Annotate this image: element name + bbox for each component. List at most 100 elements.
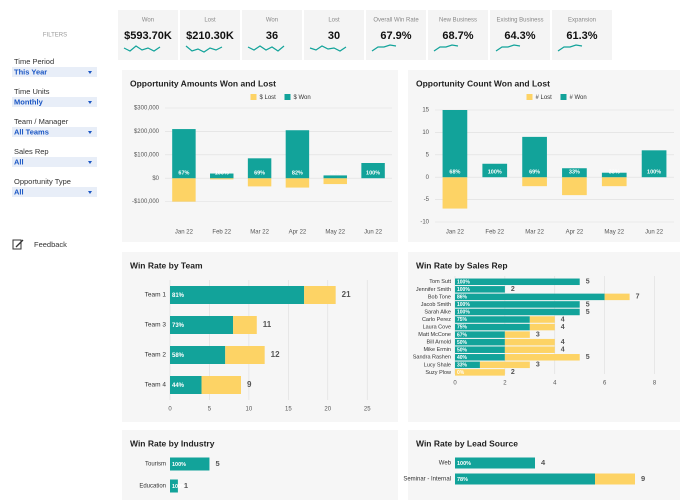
filter-value: This Year — [14, 67, 47, 76]
bar — [455, 286, 505, 293]
bar — [504, 331, 530, 338]
sparkline — [185, 45, 223, 53]
x-tick-label: May 22 — [604, 230, 624, 236]
filter-dropdown[interactable] — [12, 187, 97, 197]
filter-dropdown[interactable] — [12, 97, 97, 107]
y-tick-label: Seminar - Internal — [403, 477, 451, 483]
dropdown-arrow — [88, 101, 92, 104]
y-tick-label: 0 — [426, 175, 430, 181]
dropdown-arrow — [88, 71, 92, 74]
bar — [455, 331, 505, 338]
total-label: 5 — [215, 459, 219, 468]
filter-dropdown[interactable] — [12, 157, 97, 167]
bar — [455, 473, 595, 485]
total-label: 5 — [586, 301, 590, 308]
rate-label: 78% — [457, 477, 468, 483]
bar — [604, 293, 630, 301]
bar — [304, 286, 336, 304]
filter-label: Team / Manager — [14, 117, 69, 126]
rate-label: 50% — [457, 347, 468, 353]
x-tick-label: 4 — [553, 381, 557, 387]
kpi-label: Won — [142, 18, 154, 24]
total-label: 21 — [342, 290, 351, 299]
dropdown-arrow — [88, 191, 92, 194]
rate-label: 50% — [457, 340, 468, 346]
bar — [504, 346, 555, 353]
sparkline — [247, 45, 285, 52]
legend-label: $ Won — [294, 95, 311, 101]
legend-label: # Won — [570, 95, 587, 101]
bar — [170, 346, 226, 364]
filter-dropdown[interactable] — [12, 127, 97, 137]
feedback-link[interactable]: Feedback — [34, 240, 67, 249]
bar — [529, 323, 555, 331]
rate-label: 100% — [215, 171, 229, 177]
bar — [170, 376, 202, 394]
y-tick-label: $100,000 — [134, 152, 160, 158]
rate-label: 100% — [457, 302, 470, 308]
filter-label: Time Units — [14, 87, 50, 96]
y-tick-label: Tourism — [145, 462, 166, 468]
sparkline — [371, 44, 397, 52]
bar — [455, 301, 580, 308]
bar — [210, 173, 234, 179]
rate-label: 81% — [172, 293, 185, 299]
dropdown-arrow — [88, 131, 92, 134]
y-tick-label: Mike Ermin — [423, 347, 451, 353]
y-tick-label: Jennifer Smith — [416, 287, 451, 293]
kpi-label: Lost — [204, 18, 216, 24]
kpi-value: 36 — [266, 30, 278, 42]
bar — [504, 338, 555, 346]
bar — [455, 316, 530, 323]
chart-title: Win Rate by Industry — [130, 438, 215, 448]
x-tick-label: Jun 22 — [364, 230, 383, 236]
bar — [504, 354, 580, 361]
total-label: 4 — [561, 316, 565, 323]
x-tick-label: Feb 22 — [212, 230, 231, 236]
kpi-label: Expansion — [568, 18, 596, 24]
bar — [442, 110, 468, 178]
total-label: 5 — [586, 279, 590, 286]
rate-label: 100% — [647, 170, 661, 176]
legend-swatch — [284, 94, 291, 100]
kpi-card — [118, 10, 178, 60]
feedback-icon[interactable] — [12, 239, 22, 250]
rate-label: 33% — [457, 362, 468, 368]
filter-dropdown[interactable] — [12, 67, 97, 77]
bar — [285, 130, 310, 179]
total-label: 4 — [561, 347, 565, 354]
bar — [361, 163, 385, 179]
kpi-label: Won — [266, 18, 278, 24]
total-label: 2 — [511, 286, 515, 293]
bar — [482, 163, 508, 178]
y-tick-label: -$100,000 — [132, 199, 160, 205]
x-tick-label: Mar 22 — [525, 230, 544, 236]
y-tick-label: Team 3 — [145, 322, 167, 329]
legend-swatch — [560, 94, 567, 100]
legend-label: # Lost — [536, 95, 553, 101]
bar — [442, 177, 468, 209]
total-label: 4 — [561, 324, 565, 331]
x-tick-label: Apr 22 — [566, 230, 584, 236]
y-tick-label: Suzy Plow — [425, 370, 451, 376]
total-label: 9 — [247, 380, 252, 389]
x-tick-label: 15 — [285, 407, 292, 413]
total-label: 5 — [586, 309, 590, 316]
sparkline — [123, 45, 161, 52]
kpi-value: 68.7% — [442, 30, 473, 42]
rate-label: 73% — [172, 323, 185, 329]
rate-label: 100% — [457, 279, 470, 285]
bar — [233, 316, 257, 334]
bar — [479, 361, 530, 369]
rate-label: 86% — [457, 295, 468, 301]
rate-label: 82% — [292, 171, 303, 177]
legend-swatch — [526, 94, 533, 100]
kpi-value: 67.9% — [380, 30, 411, 42]
kpi-card — [180, 10, 240, 60]
bar — [172, 178, 196, 202]
bar — [455, 346, 505, 353]
kpi-card — [428, 10, 488, 60]
y-tick-label: Sarah Alke — [424, 309, 451, 315]
bar — [455, 338, 505, 346]
